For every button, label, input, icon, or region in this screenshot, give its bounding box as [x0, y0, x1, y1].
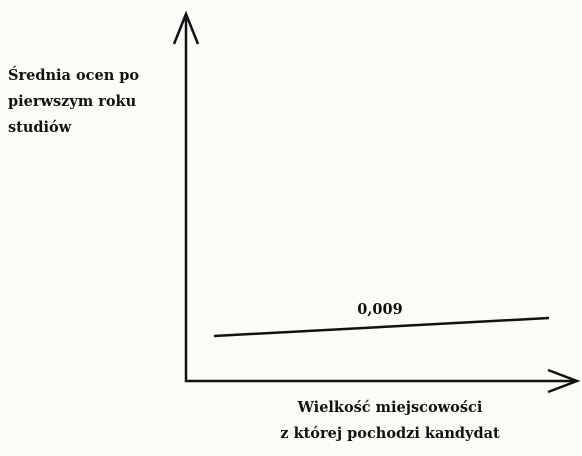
x-axis-label: Wielkość miejscowości: [297, 399, 483, 416]
y-axis-label: Średnia ocen po: [8, 66, 139, 84]
y-axis-arrow: [172, 10, 200, 45]
y-axis-label: pierwszym roku: [8, 93, 137, 110]
trend-line: [213, 316, 550, 338]
y-axis-label: studiów: [8, 119, 72, 136]
x-axis-label: z której pochodzi kandydat: [280, 425, 500, 442]
line-label: 0,009: [357, 301, 402, 318]
x-axis-arrow: [547, 368, 581, 394]
